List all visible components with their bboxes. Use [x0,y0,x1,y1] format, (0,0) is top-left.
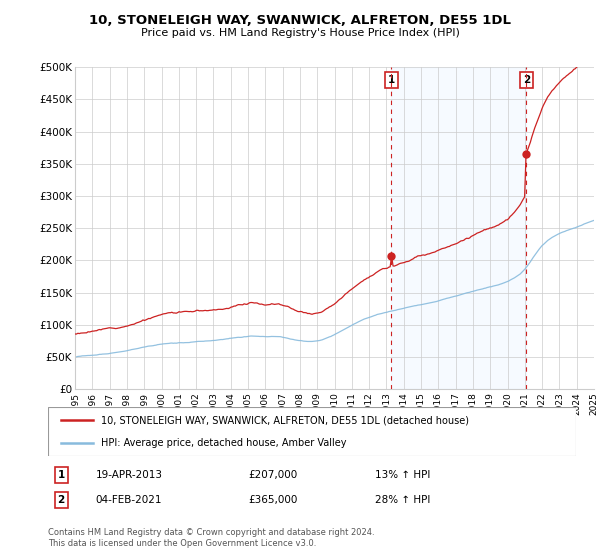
Text: 04-FEB-2021: 04-FEB-2021 [95,495,162,505]
Text: 10, STONELEIGH WAY, SWANWICK, ALFRETON, DE55 1DL: 10, STONELEIGH WAY, SWANWICK, ALFRETON, … [89,14,511,27]
FancyBboxPatch shape [48,407,576,456]
Text: Price paid vs. HM Land Registry's House Price Index (HPI): Price paid vs. HM Land Registry's House … [140,28,460,38]
Text: 2: 2 [58,495,65,505]
Text: HPI: Average price, detached house, Amber Valley: HPI: Average price, detached house, Ambe… [101,438,346,448]
Text: £365,000: £365,000 [248,495,298,505]
Text: 10, STONELEIGH WAY, SWANWICK, ALFRETON, DE55 1DL (detached house): 10, STONELEIGH WAY, SWANWICK, ALFRETON, … [101,416,469,426]
Text: 2: 2 [523,75,530,85]
Text: 19-APR-2013: 19-APR-2013 [95,470,163,480]
Bar [391,67,526,389]
Text: 13% ↑ HPI: 13% ↑ HPI [376,470,431,480]
Text: £207,000: £207,000 [248,470,298,480]
Text: Contains HM Land Registry data © Crown copyright and database right 2024.
This d: Contains HM Land Registry data © Crown c… [48,528,374,548]
Text: 1: 1 [58,470,65,480]
Text: 28% ↑ HPI: 28% ↑ HPI [376,495,431,505]
Text: 1: 1 [388,75,395,85]
